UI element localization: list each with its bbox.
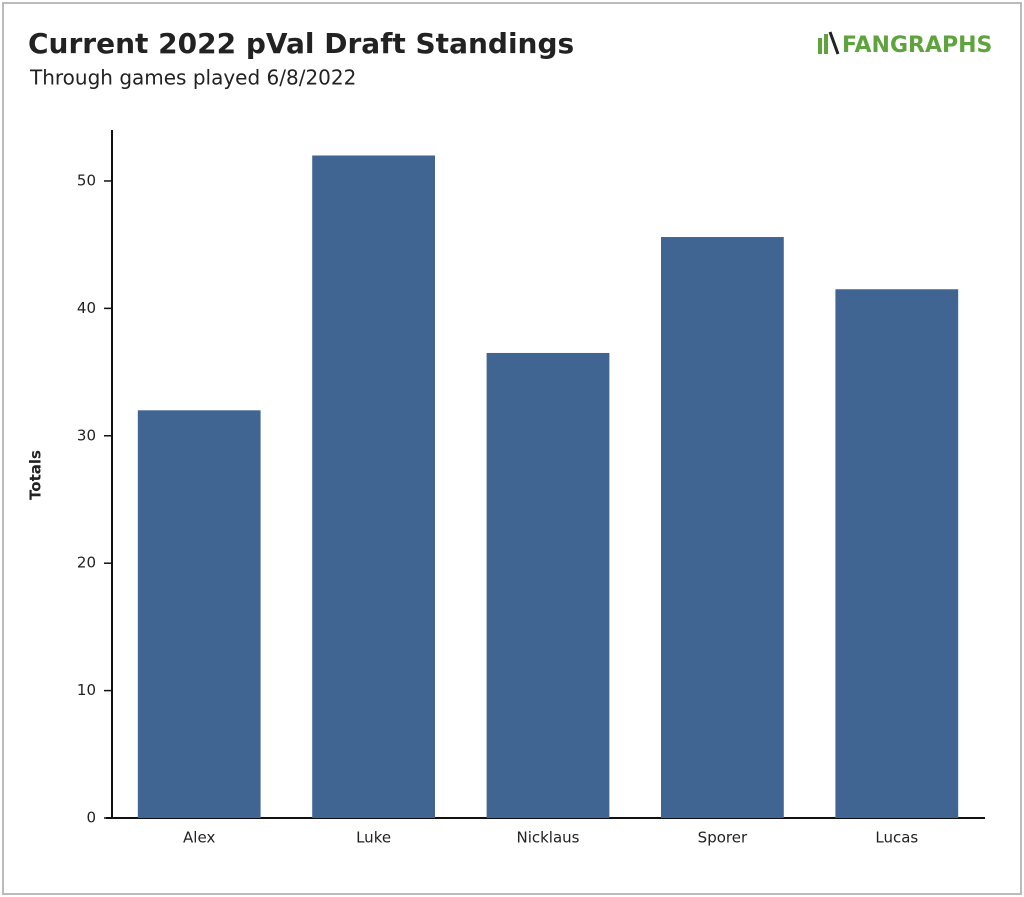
y-tick-label: 40 — [77, 299, 96, 317]
y-tick-label: 50 — [77, 171, 96, 189]
y-tick-label: 20 — [77, 554, 96, 572]
bar — [661, 237, 784, 818]
chart-subtitle: Through games played 6/8/2022 — [29, 66, 356, 90]
bar — [486, 352, 610, 818]
x-tick-label: Lucas — [875, 829, 918, 847]
logo: FANGRAPHS — [842, 33, 992, 58]
bar — [835, 289, 959, 818]
y-tick-label: 0 — [86, 809, 96, 827]
logo-icon — [818, 31, 840, 55]
x-tick-label: Nicklaus — [516, 829, 579, 847]
x-tick-label: Luke — [356, 829, 391, 847]
y-tick-label: 30 — [77, 426, 96, 444]
x-tick-label: Sporer — [698, 829, 748, 847]
y-tick-label: 10 — [77, 681, 96, 699]
bar — [137, 410, 261, 818]
bar — [312, 155, 435, 819]
y-axis-label: Totals — [27, 450, 45, 500]
x-tick-label: Alex — [183, 829, 215, 847]
chart-title: Current 2022 pVal Draft Standings — [28, 27, 574, 60]
